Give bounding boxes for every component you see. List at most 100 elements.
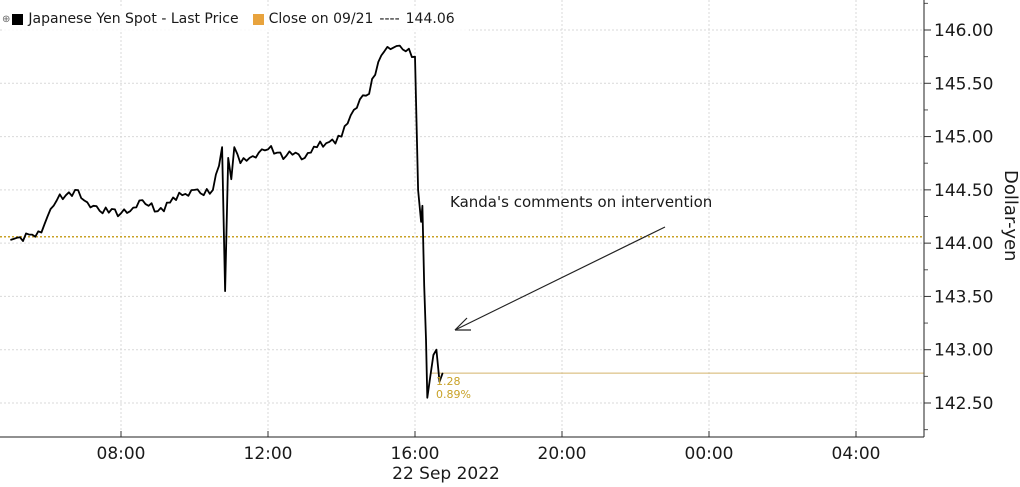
y-tick-label: 144.00 xyxy=(934,234,993,254)
price-point xyxy=(111,208,113,210)
y-tick-label: 142.50 xyxy=(934,394,993,414)
price-point xyxy=(267,148,269,150)
y-axis-label-container: Dollar-yen xyxy=(1000,170,1020,280)
price-series-layer xyxy=(10,44,444,399)
price-point xyxy=(285,155,287,157)
x-tick-label: 00:00 xyxy=(685,444,734,464)
price-point xyxy=(148,205,150,207)
y-axis-label: Dollar-yen xyxy=(1000,170,1020,262)
price-point xyxy=(16,237,18,239)
legend-swatch-close xyxy=(252,13,264,25)
x-tick-label: 08:00 xyxy=(97,444,146,464)
price-point xyxy=(92,205,94,207)
price-point xyxy=(350,114,352,116)
price-point xyxy=(417,189,419,191)
annotation-layer: 1.280.89% Kanda's comments on interventio… xyxy=(436,193,712,401)
price-point xyxy=(169,202,171,204)
y-tick-label: 146.00 xyxy=(934,21,993,41)
price-point xyxy=(328,141,330,143)
price-point xyxy=(377,61,379,63)
price-point xyxy=(120,212,122,214)
price-point xyxy=(414,56,416,58)
price-point xyxy=(212,189,214,191)
price-point xyxy=(405,50,407,52)
price-point xyxy=(368,93,370,95)
price-point xyxy=(157,210,159,212)
legend-close-value: 144.06 xyxy=(405,11,455,27)
price-point xyxy=(230,178,232,180)
price-point xyxy=(129,210,131,212)
price-point xyxy=(425,338,427,340)
x-tick-label: 20:00 xyxy=(538,444,587,464)
price-point xyxy=(227,157,229,159)
reference-lines xyxy=(0,235,924,374)
price-point xyxy=(429,375,431,377)
legend-swatch-price xyxy=(12,13,24,25)
price-point xyxy=(276,152,278,154)
price-point xyxy=(74,189,76,191)
price-point xyxy=(40,231,43,234)
price-point xyxy=(432,354,434,356)
price-point xyxy=(239,162,241,164)
price-point xyxy=(420,221,422,223)
price-point xyxy=(193,189,196,191)
price-point xyxy=(46,215,49,218)
annotation-arrow-shaft xyxy=(454,226,666,331)
y-tick-label: 144.50 xyxy=(934,181,993,201)
x-date-label: 22 Sep 2022 xyxy=(392,464,500,483)
price-point xyxy=(138,199,140,202)
x-tick-label: 16:00 xyxy=(391,444,440,464)
price-point xyxy=(102,212,104,214)
legend-close-label: Close on 09/21 xyxy=(268,11,374,27)
price-point xyxy=(295,152,297,154)
pin-icon[interactable]: ⊕ xyxy=(2,13,11,25)
price-point xyxy=(389,48,392,50)
y-tick-label: 143.50 xyxy=(934,287,993,307)
price-point xyxy=(10,239,12,241)
y-tick-label: 145.00 xyxy=(934,128,993,148)
price-point xyxy=(203,194,205,196)
price-point xyxy=(316,146,318,148)
price-point xyxy=(423,285,425,287)
price-point xyxy=(65,194,67,196)
price-point xyxy=(383,50,385,52)
price-point xyxy=(426,397,428,399)
price-point xyxy=(34,236,36,238)
change-pct-label: 0.89% xyxy=(436,388,471,401)
grid-layer xyxy=(0,0,924,437)
price-point xyxy=(28,234,30,236)
y-tick-label: 145.50 xyxy=(934,74,993,94)
annotation-arrow-head xyxy=(454,317,471,331)
price-point xyxy=(340,136,343,138)
price-point xyxy=(304,157,306,159)
annotation-text: Kanda's comments on intervention xyxy=(450,193,712,211)
price-point xyxy=(224,290,226,292)
price-point xyxy=(258,152,260,154)
legend-close-dashes: ---- xyxy=(379,11,400,27)
price-point xyxy=(22,240,24,242)
legend: ⊕ Japanese Yen Spot - Last Price Close o… xyxy=(2,6,469,32)
legend-item-close: Close on 09/21 ---- 144.06 xyxy=(252,11,455,27)
price-point xyxy=(221,146,223,148)
legend-item-price: Japanese Yen Spot - Last Price xyxy=(12,11,239,27)
price-point xyxy=(56,199,58,202)
price-point xyxy=(359,98,361,100)
price-point xyxy=(435,349,437,351)
price-point xyxy=(442,372,444,374)
price-line xyxy=(10,44,444,399)
price-point xyxy=(438,381,441,383)
price-point xyxy=(421,205,423,207)
legend-price-label: Japanese Yen Spot - Last Price xyxy=(28,11,239,27)
x-tick-label: 12:00 xyxy=(244,444,293,464)
x-tick-label: 04:00 xyxy=(832,444,881,464)
axis-layer: 146.00 145.50 145.00 144.50 144.00 143.50 143.… xyxy=(0,0,993,484)
price-point xyxy=(396,45,398,47)
price-point xyxy=(233,146,235,148)
change-abs-label: 1.28 xyxy=(436,375,461,388)
y-tick-label: 143.00 xyxy=(934,341,993,361)
price-point xyxy=(181,194,183,196)
price-point xyxy=(83,199,85,202)
price-point xyxy=(249,157,251,159)
